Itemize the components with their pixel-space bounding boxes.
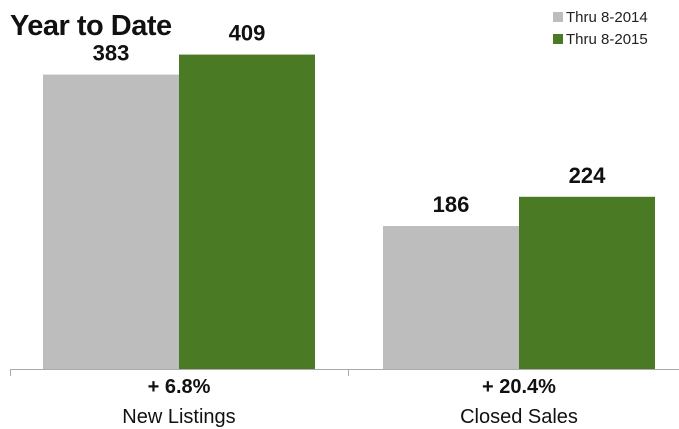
legend-swatch-2014 (553, 12, 563, 22)
legend: Thru 8-2014 Thru 8-2015 (553, 6, 648, 50)
change-label-1: + 20.4% (482, 376, 556, 398)
data-label-1-1: 224 (569, 163, 606, 188)
data-label-0-1: 409 (229, 21, 266, 46)
legend-label-2015: Thru 8-2015 (566, 30, 648, 48)
chart-title: Year to Date (10, 10, 172, 42)
category-label-0: New Listings (122, 406, 235, 428)
legend-label-2014: Thru 8-2014 (566, 8, 648, 26)
data-label-1-0: 186 (433, 192, 470, 217)
bar-0-0 (43, 74, 179, 369)
change-label-0: + 6.8% (148, 376, 211, 398)
data-label-0-0: 383 (93, 41, 130, 66)
bar-1-1 (519, 196, 655, 369)
bar-0-1 (179, 54, 315, 370)
bar-1-0 (383, 226, 519, 369)
legend-swatch-2015 (553, 34, 563, 44)
category-label-1: Closed Sales (460, 406, 578, 428)
legend-item-2015: Thru 8-2015 (553, 28, 648, 50)
legend-item-2014: Thru 8-2014 (553, 6, 648, 28)
